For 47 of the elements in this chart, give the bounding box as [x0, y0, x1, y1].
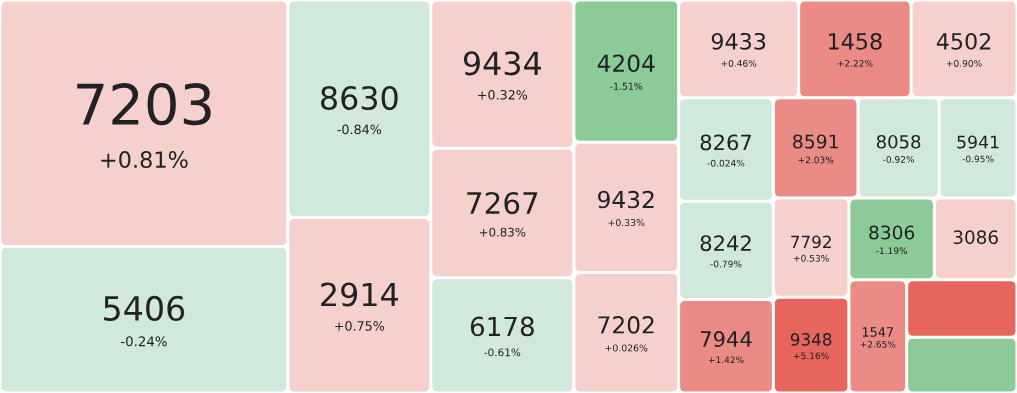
- category-label: 8591: [793, 134, 838, 149]
- data-label: +0.90%: [946, 59, 982, 67]
- category-label: 8630: [321, 85, 398, 111]
- category-label: 9433: [711, 32, 766, 50]
- data-label: +0.026%: [605, 344, 648, 352]
- data-label: +2.65%: [860, 340, 896, 348]
- category-label: 9348: [790, 333, 832, 346]
- data-label: +0.83%: [479, 227, 526, 237]
- data-label: +0.33%: [608, 219, 645, 227]
- data-label: -1.19%: [876, 247, 908, 255]
- data-label: +0.81%: [101, 151, 188, 169]
- data-label: +2.03%: [798, 156, 834, 164]
- category-label: 7202: [598, 316, 654, 334]
- category-label: 9434: [463, 51, 541, 76]
- data-label: -0.95%: [962, 155, 994, 163]
- category-label: 5406: [104, 295, 185, 321]
- data-label: -0.24%: [121, 336, 167, 347]
- category-label: 9432: [598, 190, 654, 209]
- category-label: 5941: [957, 135, 999, 149]
- data-label: -0.61%: [484, 348, 521, 357]
- category-label: 6178: [470, 316, 534, 337]
- category-label: 7267: [467, 191, 538, 215]
- data-label: -0.92%: [883, 156, 915, 163]
- data-label: +2.22%: [837, 59, 873, 67]
- category-label: 8242: [700, 235, 751, 252]
- category-label: 1458: [829, 32, 882, 50]
- data-label: -0.024%: [707, 159, 745, 167]
- data-label: -0.84%: [337, 124, 382, 135]
- data-label: +0.46%: [721, 59, 757, 67]
- data-label: +0.32%: [478, 89, 528, 100]
- category-label: 7944: [700, 331, 752, 348]
- data-label: +0.53%: [793, 254, 829, 262]
- category-label: 1547: [862, 327, 894, 337]
- data-label: +1.42%: [708, 356, 744, 364]
- data-label: +5.16%: [793, 352, 829, 360]
- data-label: -1.51%: [610, 82, 643, 90]
- data-label: +0.75%: [335, 321, 385, 331]
- category-label: 7203: [77, 83, 211, 126]
- category-label: 4502: [936, 32, 991, 50]
- category-label: 8267: [700, 134, 752, 151]
- data-label: -0.79%: [710, 260, 742, 268]
- category-label: 3086: [953, 230, 998, 245]
- category-label: 8306: [869, 225, 915, 240]
- category-label: 4204: [597, 54, 655, 73]
- category-label: 2914: [321, 282, 398, 307]
- category-label: 7792: [791, 235, 831, 249]
- category-label: 8058: [876, 134, 921, 149]
